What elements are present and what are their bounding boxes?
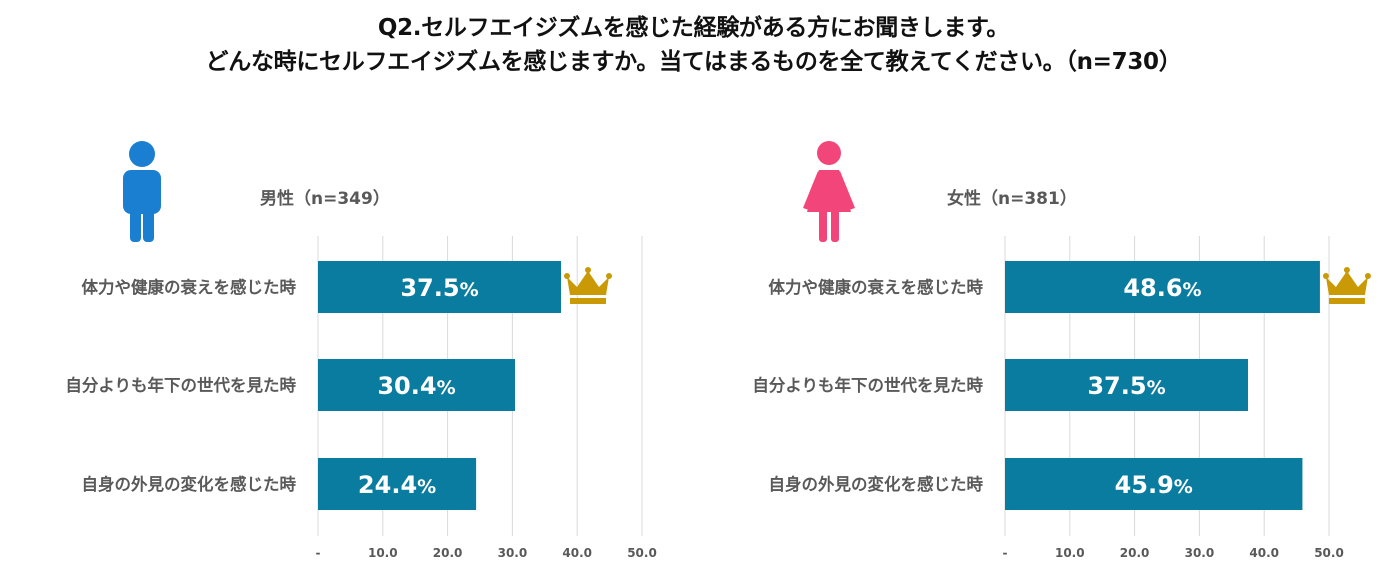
chart-title-line-2: どんな時にセルフエイジズムを感じますか。当てはまるものを全て教えてください。（n… xyxy=(205,49,1182,75)
bar-value-label: 45.9% xyxy=(1115,471,1193,499)
bar-value-label: 48.6% xyxy=(1123,274,1201,302)
female-bar xyxy=(1005,458,1303,510)
male-bar xyxy=(318,458,477,510)
bar-value-label: 30.4% xyxy=(377,372,455,400)
male-bar xyxy=(318,359,515,411)
female-person-icon xyxy=(803,141,855,242)
female-chart-panel: 女性（n=381） - 10.0 20.0 30.0 40.0 50.0 体力や健康の衰えを感… xyxy=(752,141,1371,560)
x-tick-label: - xyxy=(316,546,321,560)
x-tick-label: 30.0 xyxy=(498,546,528,560)
female-group-label: 女性（n=381） xyxy=(947,188,1077,209)
category-label: 体力や健康の衰えを感じた時 xyxy=(769,277,984,297)
male-person-icon xyxy=(123,141,161,242)
crown-icon xyxy=(1322,267,1371,304)
x-tick-label: 50.0 xyxy=(627,546,657,560)
x-tick-label: 10.0 xyxy=(1055,546,1085,560)
category-label: 体力や健康の衰えを感じた時 xyxy=(82,277,297,297)
category-label: 自身の外見の変化を感じた時 xyxy=(82,474,297,494)
x-tick-label: 20.0 xyxy=(433,546,463,560)
male-group-label: 男性（n=349） xyxy=(260,188,390,209)
male-chart-panel: 男性（n=349） - 10.0 20.0 30.0 40.0 50.0 体力や健康の衰えを感… xyxy=(65,141,657,560)
x-tick-label: 20.0 xyxy=(1120,546,1150,560)
female-bar xyxy=(1005,261,1320,313)
bar-value-label: 37.5% xyxy=(400,274,478,302)
category-label: 自身の外見の変化を感じた時 xyxy=(769,474,984,494)
x-tick-label: 10.0 xyxy=(368,546,398,560)
x-tick-label: 50.0 xyxy=(1314,546,1344,560)
category-label: 自分よりも年下の世代を見た時 xyxy=(752,375,983,395)
female-bar xyxy=(1005,359,1248,411)
chart-title-line-1: Q2.セルフエイジズムを感じた経験がある方にお聞きします。 xyxy=(377,15,1010,41)
x-tick-label: 40.0 xyxy=(1249,546,1279,560)
crown-icon xyxy=(564,267,612,304)
male-bar xyxy=(318,261,561,313)
x-tick-label: 30.0 xyxy=(1185,546,1215,560)
x-tick-label: 40.0 xyxy=(562,546,592,560)
bar-value-label: 24.4% xyxy=(358,471,436,499)
category-label: 自分よりも年下の世代を見た時 xyxy=(65,375,296,395)
bar-value-label: 37.5% xyxy=(1087,372,1165,400)
x-tick-label: - xyxy=(1003,546,1008,560)
